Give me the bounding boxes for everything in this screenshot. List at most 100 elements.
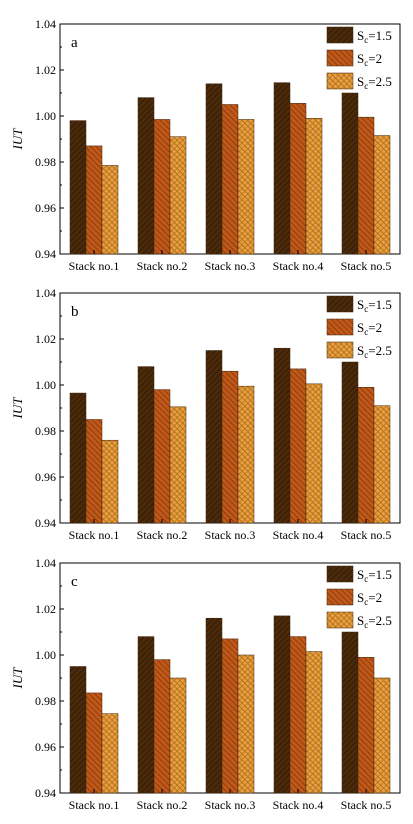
y-tick-label: 0.98 [35, 694, 56, 708]
bar-c-cat5-series2 [357, 657, 375, 794]
legend-entry: Sc=2 [357, 590, 382, 607]
y-tick-label: 1.02 [35, 332, 56, 346]
legend-swatch [326, 49, 354, 67]
bar-a-cat4-series1 [273, 82, 291, 255]
bar-a-cat4-series3 [305, 118, 323, 255]
bar-c-cat4-series2 [289, 636, 307, 794]
x-tick-label: Stack no.4 [273, 798, 324, 812]
legend-entry: Sc=1.5 [357, 297, 392, 314]
bar-a-cat2-series2 [153, 119, 171, 255]
bar-b-cat3-series3 [237, 385, 255, 524]
x-tick-label: Stack no.3 [205, 798, 256, 812]
bar-a-cat5-series3 [373, 135, 391, 255]
x-tick-label: Stack no.2 [137, 798, 188, 812]
bar-a-cat3-series3 [237, 119, 255, 255]
y-tick-label: 1.00 [35, 109, 56, 123]
y-axis-label: IUT [10, 397, 25, 420]
bar-c-cat3-series1 [205, 617, 223, 794]
legend-swatch [326, 588, 354, 606]
legend-entry: Sc=2 [357, 320, 382, 337]
bar-b-cat5-series1 [341, 361, 359, 524]
bar-b-cat1-series1 [69, 392, 87, 524]
bar-c-cat3-series3 [237, 654, 255, 794]
x-tick-label: Stack no.1 [69, 798, 120, 812]
chart-panel-a: 0.94 0.96 0.98 1.00 1.02 1.04 IUT a Stack no.1 St… [10, 17, 401, 273]
bar-a-cat1-series2 [85, 145, 103, 255]
bar-c-cat3-series2 [221, 638, 239, 794]
x-tick-label: Stack no.4 [273, 528, 324, 542]
bar-b-cat2-series1 [137, 366, 155, 524]
bar-b-cat1-series2 [85, 419, 103, 524]
bar-b-cat1-series3 [101, 439, 119, 524]
x-tick-label: Stack no.3 [205, 259, 256, 273]
x-tick-label: Stack no.5 [341, 259, 392, 273]
bar-c-cat1-series2 [85, 692, 103, 794]
bar-c-cat5-series1 [341, 631, 359, 794]
bar-a-cat2-series3 [169, 136, 187, 255]
x-tick-label: Stack no.1 [69, 259, 120, 273]
y-tick-label: 0.98 [35, 424, 56, 438]
y-tick-label: 0.98 [35, 155, 56, 169]
legend-swatch [326, 26, 354, 44]
bar-b-cat5-series3 [373, 405, 391, 524]
x-tick-label: Stack no.1 [69, 528, 120, 542]
legend-entry: Sc=1.5 [357, 28, 392, 45]
legend-swatch [326, 341, 354, 359]
bar-a-cat2-series1 [137, 97, 155, 255]
legend-entry: Sc=2.5 [357, 343, 392, 360]
y-tick-label: 0.94 [35, 516, 56, 530]
y-tick-label: 1.04 [35, 556, 56, 570]
legend: Sc=1.5 Sc=2 Sc=2.5 [326, 26, 392, 91]
bar-a-cat5-series1 [341, 92, 359, 255]
x-tick-label: Stack no.2 [137, 259, 188, 273]
legend-entry: Sc=2 [357, 51, 382, 68]
legend-swatch [326, 295, 354, 313]
bar-b-cat5-series2 [357, 387, 375, 524]
bar-c-cat2-series1 [137, 636, 155, 794]
legend-swatch [326, 318, 354, 336]
legend-swatch [326, 611, 354, 629]
x-tick-label: Stack no.5 [341, 798, 392, 812]
bar-a-cat3-series2 [221, 104, 239, 255]
legend: Sc=1.5 Sc=2 Sc=2.5 [326, 295, 392, 360]
bar-c-cat1-series3 [101, 713, 119, 794]
panel-label: c [71, 574, 78, 590]
bar-c-cat2-series3 [169, 677, 187, 794]
bar-a-cat1-series3 [101, 165, 119, 255]
y-tick-label: 1.04 [35, 17, 56, 31]
bar-b-cat4-series3 [305, 383, 323, 524]
y-tick-label: 1.02 [35, 63, 56, 77]
bar-a-cat4-series2 [289, 103, 307, 255]
bar-b-cat2-series2 [153, 389, 171, 524]
bar-a-cat1-series1 [69, 120, 87, 255]
bar-b-cat2-series3 [169, 406, 187, 524]
y-axis-label: IUT [10, 667, 25, 690]
x-tick-label: Stack no.4 [273, 259, 324, 273]
panel-label: a [71, 35, 78, 51]
y-tick-label: 1.04 [35, 286, 56, 300]
legend-swatch [326, 565, 354, 583]
bar-c-cat4-series1 [273, 615, 291, 794]
y-tick-label: 1.00 [35, 648, 56, 662]
legend-entry: Sc=2.5 [357, 74, 392, 91]
bar-c-cat1-series1 [69, 666, 87, 794]
y-tick-label: 0.94 [35, 247, 56, 261]
chart-panel-b: 0.94 0.96 0.98 1.00 1.02 1.04 IUT b Stack no.1 St… [10, 286, 401, 542]
panel-label: b [71, 304, 79, 320]
legend: Sc=1.5 Sc=2 Sc=2.5 [326, 565, 392, 630]
y-axis-label: IUT [10, 128, 25, 151]
legend-entry: Sc=2.5 [357, 613, 392, 630]
bar-b-cat4-series2 [289, 368, 307, 524]
bar-b-cat4-series1 [273, 347, 291, 524]
chart-panel-c: 0.94 0.96 0.98 1.00 1.02 1.04 IUT c Stack no.1 St… [10, 556, 401, 812]
y-tick-label: 1.02 [35, 602, 56, 616]
legend-swatch [326, 72, 354, 90]
x-tick-label: Stack no.3 [205, 528, 256, 542]
bar-c-cat2-series2 [153, 659, 171, 794]
legend-entry: Sc=1.5 [357, 567, 392, 584]
bar-c-cat5-series3 [373, 677, 391, 794]
y-tick-label: 0.96 [35, 201, 56, 215]
bar-b-cat3-series2 [221, 370, 239, 524]
y-tick-label: 0.96 [35, 470, 56, 484]
